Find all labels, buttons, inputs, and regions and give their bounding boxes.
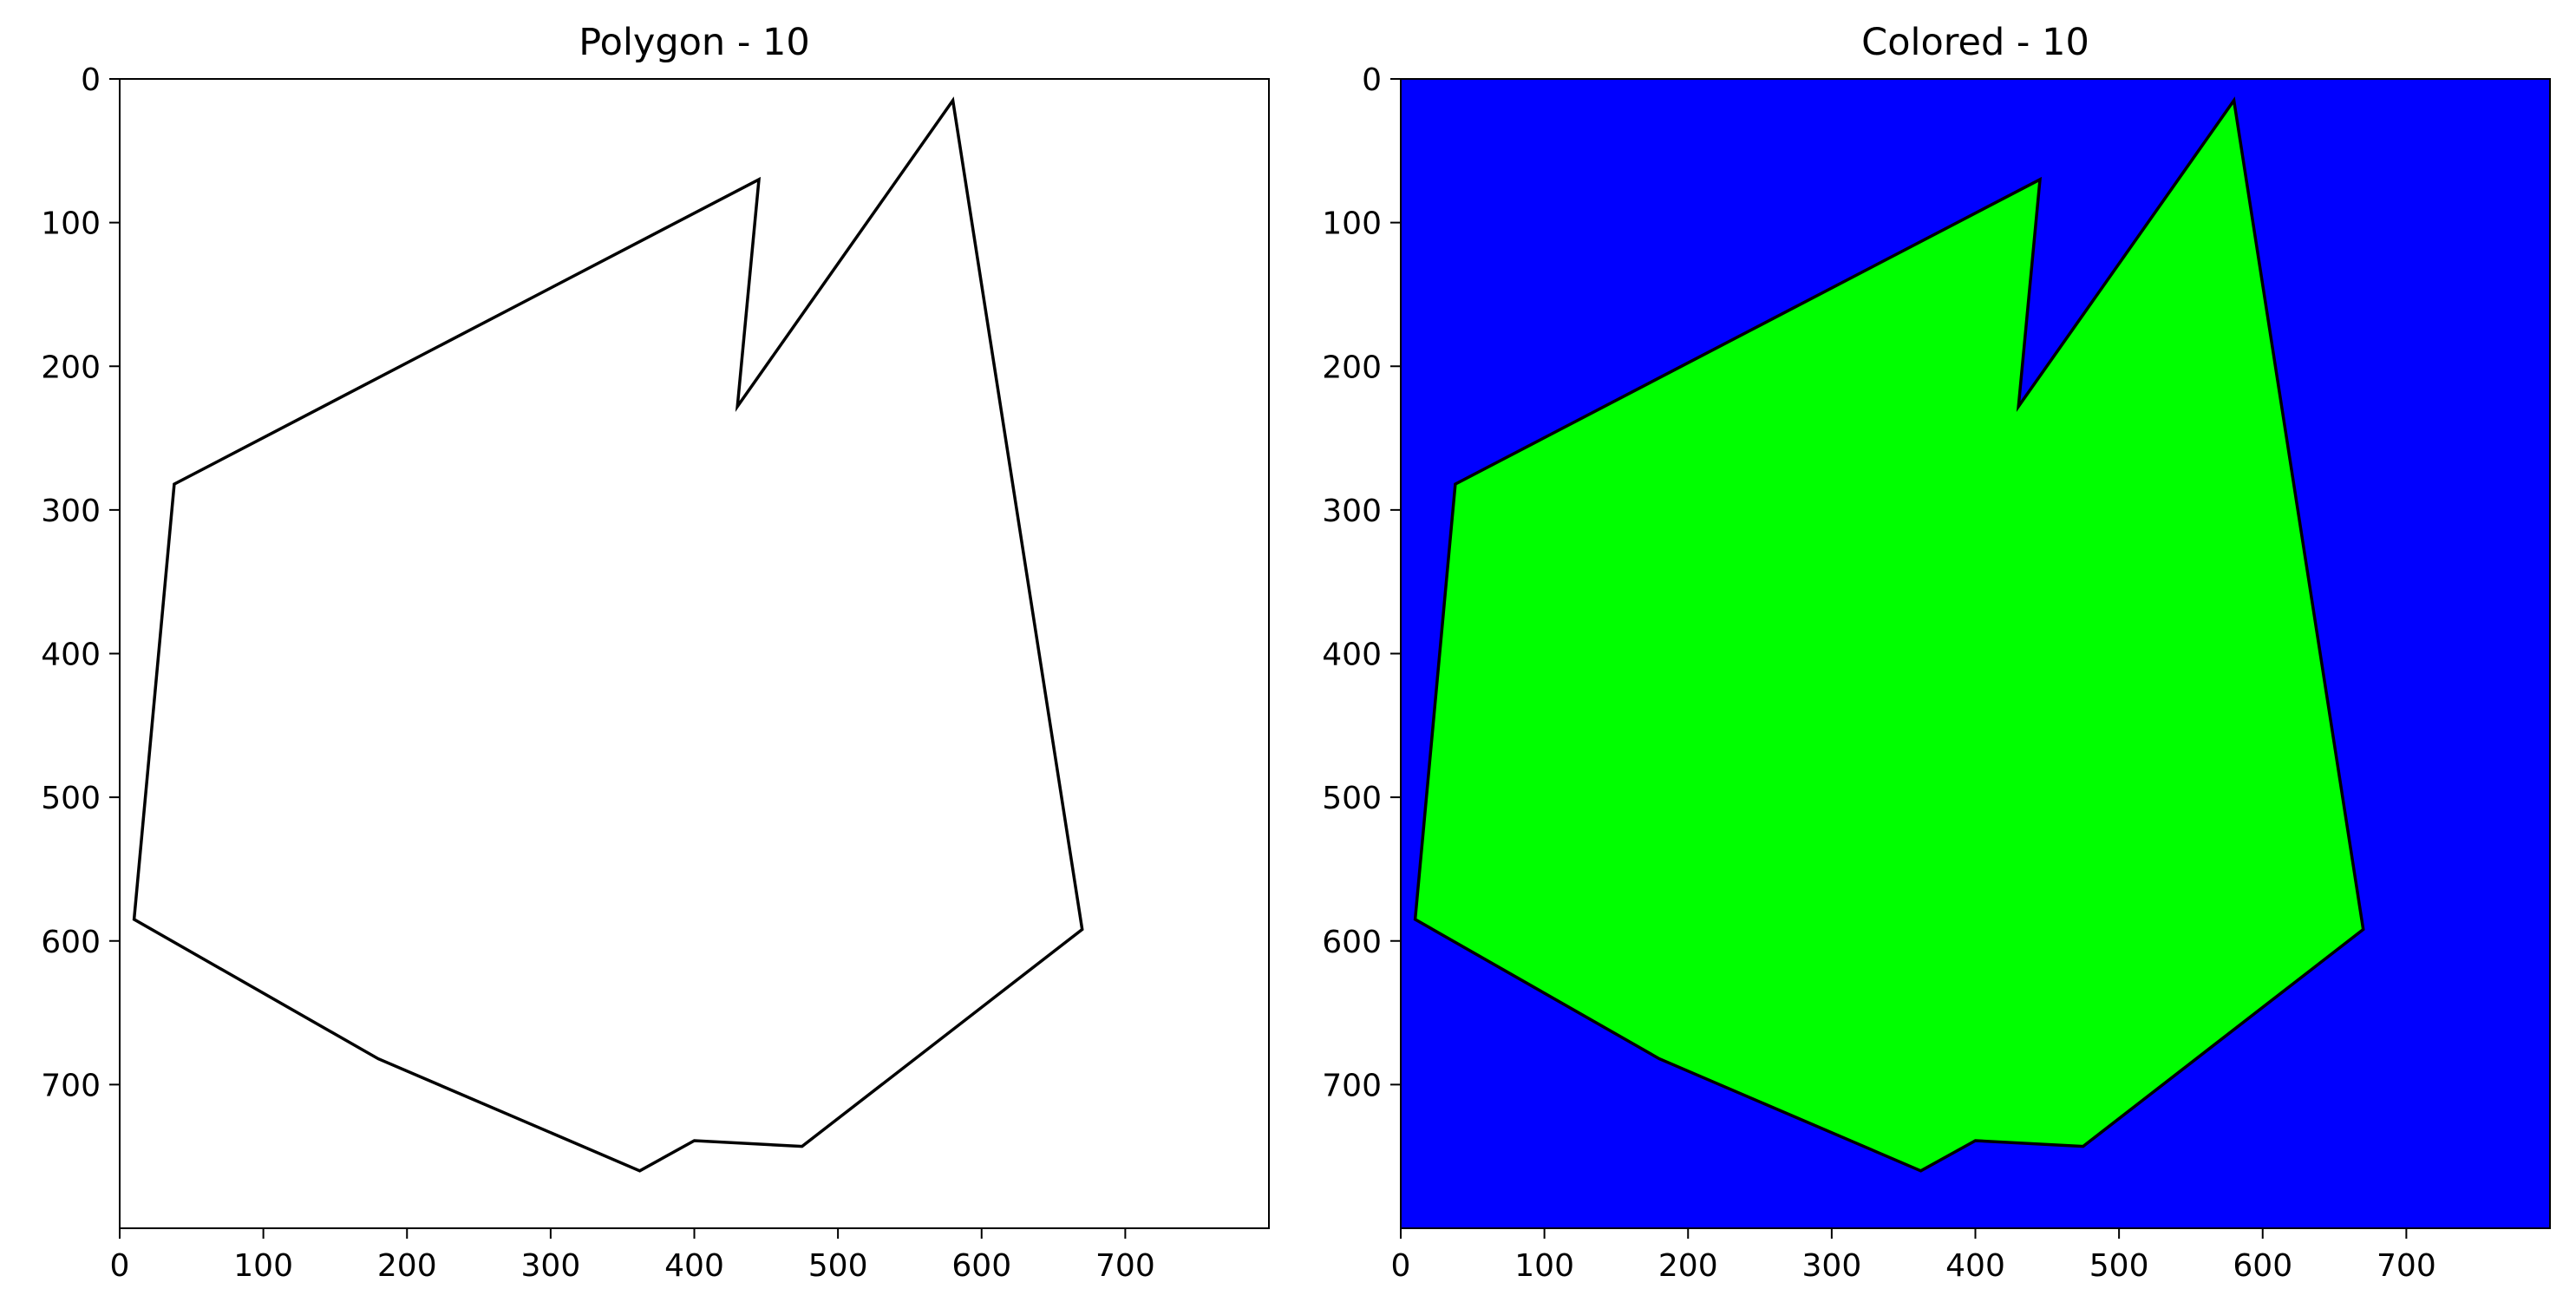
y-tick-label: 0 [1362, 62, 1382, 98]
y-tick-label: 600 [41, 925, 101, 960]
y-tick-label: 400 [41, 638, 101, 673]
x-tick-label: 300 [1802, 1248, 1862, 1284]
x-tick-label: 200 [377, 1248, 437, 1284]
x-tick-label: 600 [951, 1248, 1011, 1284]
x-tick-label: 0 [1391, 1248, 1411, 1284]
y-tick-label: 700 [1322, 1068, 1382, 1103]
chart-title: Polygon - 10 [579, 21, 810, 64]
y-tick-label: 200 [1322, 350, 1382, 385]
y-tick-label: 300 [41, 494, 101, 529]
x-tick-label: 100 [1514, 1248, 1574, 1284]
x-tick-label: 200 [1658, 1248, 1718, 1284]
filled-polygon [1413, 96, 2365, 1173]
y-tick-label: 100 [1322, 206, 1382, 242]
x-tick-label: 400 [1945, 1248, 2005, 1284]
y-tick-label: 700 [41, 1068, 101, 1103]
x-tick-label: 300 [521, 1248, 581, 1284]
x-tick-label: 700 [1095, 1248, 1155, 1284]
x-tick-label: 500 [808, 1248, 868, 1284]
chart-title: Colored - 10 [1861, 21, 2089, 64]
x-tick-label: 700 [2377, 1248, 2436, 1284]
x-tick-label: 0 [110, 1248, 130, 1284]
y-tick-label: 500 [41, 781, 101, 816]
x-tick-label: 600 [2233, 1248, 2292, 1284]
y-tick-label: 500 [1322, 781, 1382, 816]
x-tick-label: 100 [233, 1248, 293, 1284]
left-panel-polygon: Polygon - 10 0 100 200 300 400 500 600 700 0 100 20… [41, 21, 1270, 1284]
y-tick-label: 300 [1322, 494, 1382, 529]
polygon-outline [132, 96, 1084, 1173]
plot-background [120, 79, 1269, 1228]
y-tick-label: 100 [41, 206, 101, 242]
x-tick-label: 500 [2089, 1248, 2149, 1284]
x-tick-label: 400 [664, 1248, 724, 1284]
y-tick-label: 200 [41, 350, 101, 385]
right-panel-colored: Colored - 10 0 100 200 300 400 500 600 700 0 100 20… [1322, 21, 2551, 1284]
y-tick-label: 0 [81, 62, 101, 98]
y-tick-label: 400 [1322, 638, 1382, 673]
y-tick-label: 600 [1322, 925, 1382, 960]
